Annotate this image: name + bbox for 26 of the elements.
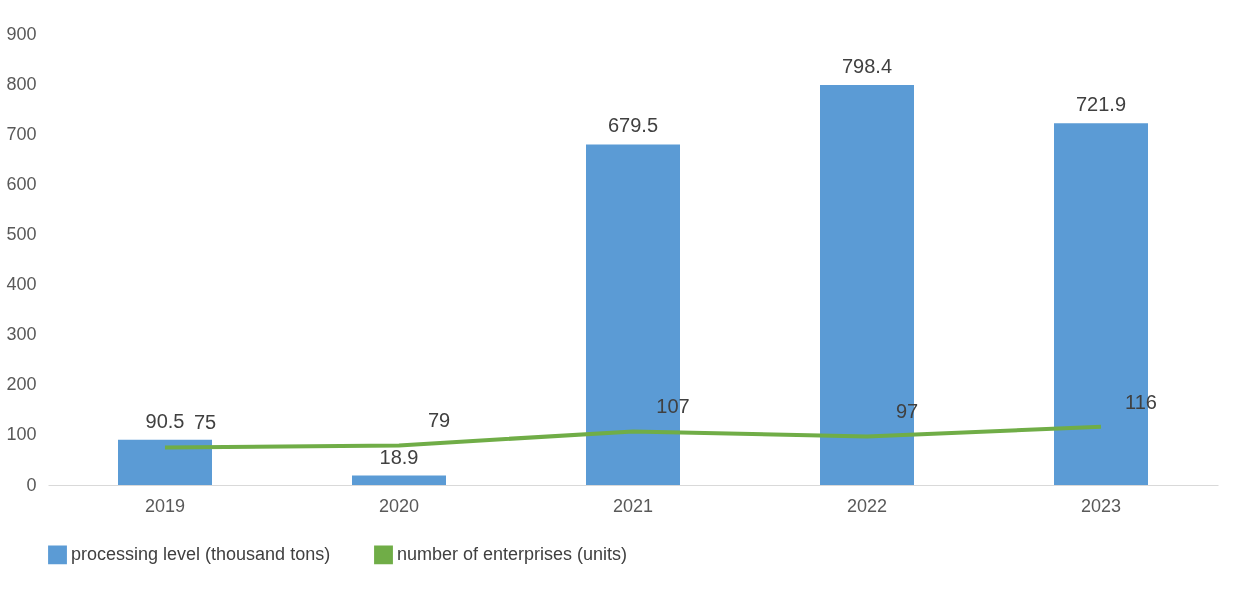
y-tick-label: 300	[6, 324, 37, 345]
data-label: 18.9	[379, 445, 419, 468]
x-tick-label: 2021	[612, 495, 654, 516]
data-label: 721.9	[1075, 93, 1127, 116]
bar	[352, 475, 446, 485]
y-tick-label: 0	[26, 474, 37, 495]
y-tick-label: 200	[6, 374, 37, 395]
y-tick-label: 800	[6, 73, 37, 94]
data-label: 679.5	[607, 114, 659, 137]
legend-label: number of enterprises (units)	[397, 543, 628, 564]
data-label: 79	[427, 409, 451, 432]
x-tick-label: 2022	[846, 495, 888, 516]
y-tick-label: 700	[6, 123, 37, 144]
x-tick-label: 2020	[378, 495, 420, 516]
y-tick-label: 900	[6, 23, 37, 44]
legend-label: processing level (thousand tons)	[71, 543, 331, 564]
x-tick-label: 2019	[144, 495, 186, 516]
data-label: 798.4	[841, 54, 893, 77]
y-tick-label: 100	[6, 424, 37, 445]
data-label: 75	[193, 411, 217, 434]
y-tick-label: 600	[6, 173, 37, 194]
y-tick-label: 500	[6, 223, 37, 244]
y-tick-label: 400	[6, 274, 37, 295]
data-label: 90.5	[145, 409, 185, 432]
bar	[118, 439, 212, 485]
x-tick-label: 2023	[1080, 495, 1122, 516]
